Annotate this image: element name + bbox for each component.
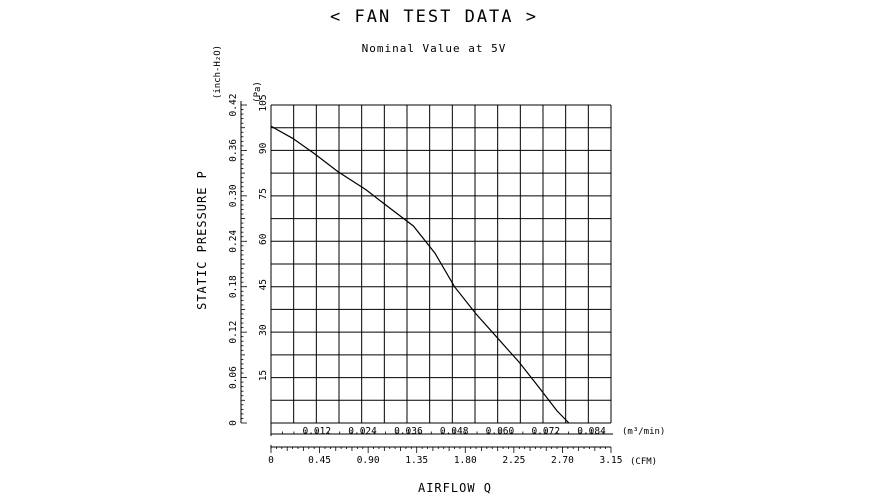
plot-grid bbox=[270, 104, 612, 424]
x-bottom-tick-label: 1.35 bbox=[405, 455, 428, 466]
y-left-tick-label: 0.42 bbox=[228, 94, 239, 117]
x-bottom-tick-label: 2.25 bbox=[502, 455, 525, 466]
x-top-tick-label: 0.084 bbox=[577, 426, 606, 437]
y-right-unit-label: (Pa) bbox=[253, 81, 263, 103]
y-right-tick-label: 45 bbox=[258, 279, 269, 290]
chart-axes bbox=[240, 101, 613, 453]
tick-labels: 0 0.06 0.12 0.18 0.24 0.30 0.36 0.42 15 30 45 60 75 9… bbox=[228, 94, 622, 466]
x-bottom-tick-label: 2.70 bbox=[551, 455, 574, 466]
y-right-tick-label: 30 bbox=[258, 324, 269, 336]
x-top-tick-label: 0.012 bbox=[302, 426, 331, 437]
y-left-tick-label: 0.12 bbox=[228, 321, 239, 344]
y-right-tick-label: 75 bbox=[258, 188, 269, 199]
x-bottom-tick-label: 3.15 bbox=[600, 455, 623, 466]
x-bottom-tick-label: 0 bbox=[268, 455, 274, 466]
x-top-tick-label: 0.048 bbox=[440, 426, 469, 437]
y-right-tick-label: 105 bbox=[258, 94, 269, 111]
y-left-tick-label: 0.24 bbox=[228, 230, 239, 253]
x-axis-title: AIRFLOW Q bbox=[418, 481, 492, 495]
x-top-unit-label: (m³/min) bbox=[622, 427, 665, 437]
y-left-tick-label: 0.30 bbox=[228, 184, 239, 207]
y-axis-title: STATIC PRESSURE P bbox=[195, 170, 209, 310]
x-bottom-unit-label: (CFM) bbox=[630, 457, 657, 467]
x-top-tick-label: 0.072 bbox=[531, 426, 560, 437]
y-left-tick-label: 0.18 bbox=[228, 275, 239, 298]
x-bottom-tick-label: 0.45 bbox=[308, 455, 331, 466]
chart-subtitle: Nominal Value at 5V bbox=[362, 42, 507, 55]
y-left-unit-label: (inch-H₂O) bbox=[213, 45, 223, 99]
x-bottom-tick-label: 1.80 bbox=[454, 455, 477, 466]
y-right-tick-label: 60 bbox=[258, 233, 269, 245]
x-top-tick-label: 0.036 bbox=[394, 426, 423, 437]
x-top-tick-label: 0.060 bbox=[486, 426, 515, 437]
y-left-tick-label: 0.36 bbox=[228, 139, 239, 162]
y-left-tick-label: 0.06 bbox=[228, 366, 239, 389]
x-bottom-tick-label: 0.90 bbox=[357, 455, 380, 466]
y-right-tick-label: 90 bbox=[258, 142, 269, 154]
y-right-tick-label: 15 bbox=[258, 370, 269, 381]
pq-curve-line bbox=[270, 125, 570, 424]
chart-title: < FAN TEST DATA > bbox=[330, 7, 538, 27]
y-left-tick-label: 0 bbox=[228, 420, 239, 426]
x-top-tick-label: 0.024 bbox=[348, 426, 377, 437]
